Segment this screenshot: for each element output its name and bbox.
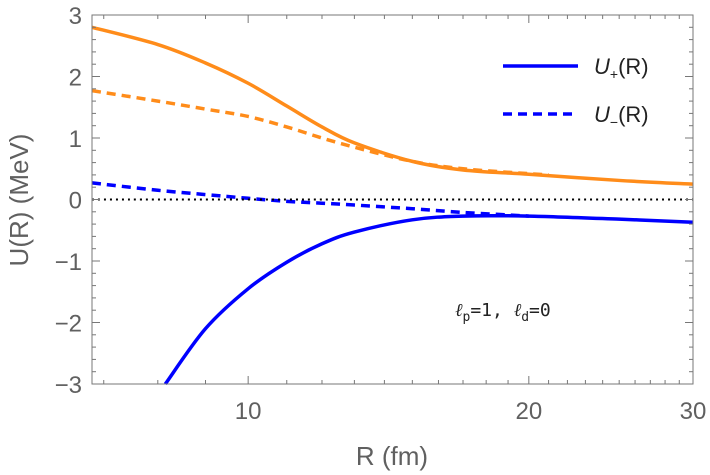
annotation: ℓp=1, ℓd=0 (455, 300, 551, 325)
y-tick-label: 2 (69, 65, 82, 92)
x-tick-label: 30 (680, 398, 707, 425)
y-tick-label: 0 (69, 188, 82, 215)
legend: U+(R) U−(R) (503, 54, 649, 130)
x-axis-label: R (fm) (356, 441, 428, 471)
x-tick-label: 20 (515, 398, 542, 425)
y-tick-label: −1 (55, 249, 82, 276)
y-tick-label: 3 (69, 3, 82, 30)
y-axis-label: U(R) (MeV) (4, 134, 34, 267)
legend-label-u-plus: U+(R) (594, 54, 649, 82)
y-tick-label: −3 (55, 372, 82, 399)
y-tick-label: −2 (55, 311, 82, 338)
x-tick-label: 10 (235, 398, 262, 425)
series-line-0 (91, 25, 694, 186)
series-line-1 (91, 88, 549, 177)
series-line-3 (163, 213, 694, 386)
legend-label-u-minus: U−(R) (594, 102, 649, 130)
y-tick-label: 1 (69, 126, 82, 153)
series-line-2 (91, 181, 529, 218)
